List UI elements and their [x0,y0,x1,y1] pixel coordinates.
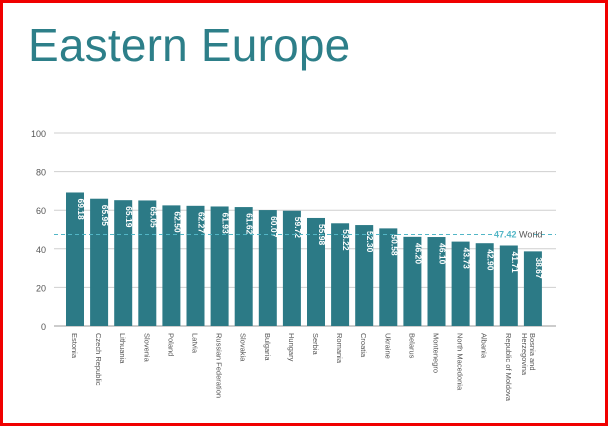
y-tick-label: 100 [31,129,46,139]
bar-value-label: 61.93 [221,212,231,234]
bar-value-label: 42.90 [486,249,496,271]
world-value-label: 47.42 [494,229,517,239]
bars: 69.18 65.95 65.19 65.05 62.50 62.27 61.93 61.62… [66,192,544,326]
bar [114,200,133,326]
x-tick-label: Russian Federation [215,333,224,398]
x-tick-label: Croatia [359,333,368,358]
x-tick-label: Czech Republic [94,333,103,386]
bar [186,205,205,326]
bar [475,243,494,326]
bar [258,210,277,326]
bar-value-label: 43.73 [462,248,472,270]
x-tick-label: Bulgaria [263,333,272,361]
bar-value-label: 46.10 [438,243,448,265]
world-reference: 47.42 World [54,229,556,239]
bar-value-label: 62.50 [172,211,182,233]
gridlines [54,132,556,327]
x-tick-label: Hungary [287,333,296,362]
bar-value-label: 41.71 [510,251,520,273]
x-tick-label: Poland [166,333,175,356]
y-tick-label: 80 [36,168,46,178]
x-tick-label: Serbia [311,333,320,356]
bar-value-label: 50.58 [389,234,399,256]
bar-value-label: 61.62 [245,213,255,235]
x-tick-label: Slovakia [239,333,248,362]
x-tick-label: Estonia [70,333,79,359]
x-tick-label: Romania [335,333,344,364]
bar-value-label: 59.72 [293,217,303,239]
x-axis-tick-labels: Estonia Czech Republic Lithuania Slovenia Po… [70,333,537,402]
y-tick-label: 60 [36,206,46,216]
x-tick-label: Ukraine [383,333,392,359]
bar-value-label: 60.07 [269,216,279,238]
x-tick-label: Belarus [407,333,416,359]
bar-value-label: 62.27 [197,212,207,234]
bar [234,207,253,326]
bar [427,237,446,326]
bar [355,225,374,326]
x-tick-label: Latvia [191,333,200,354]
x-tick-label: Albania [480,333,489,359]
bar-value-label: 65.05 [148,206,158,228]
bar [331,223,350,326]
world-label: World [519,229,542,239]
y-tick-label: 0 [41,322,46,332]
bar-value-label: 53.22 [341,229,351,251]
x-tick-label: Lithuania [118,333,127,364]
x-tick-label: Slovenia [142,333,151,363]
bar [210,206,229,326]
y-axis-tick-labels: 0 20 40 60 80 100 [31,129,46,332]
bar [451,241,470,326]
x-tick-label: Montenegro [432,333,441,373]
bar [66,192,84,326]
bar [162,205,181,326]
x-tick-label: Bosnia andHerzegovina [520,333,537,376]
bar [403,236,422,326]
bar [499,245,518,326]
bar [307,217,325,326]
y-tick-label: 40 [36,245,46,255]
bar [90,198,109,326]
bar [379,228,398,326]
bar [282,210,301,326]
bar-value-label: 65.95 [100,205,110,227]
bar [138,200,157,326]
bar-value-label: 38.67 [534,257,544,279]
bar [523,251,542,326]
bar-value-label: 65.19 [124,206,134,228]
chart-title: Eastern Europe [28,19,351,71]
x-tick-label: Republic of Moldova [504,333,513,402]
y-tick-label: 20 [36,283,46,293]
bar-value-label: 69.18 [76,198,86,220]
bar-value-label: 52.30 [365,231,375,253]
bar-value-label: 46.20 [413,243,423,265]
x-tick-label: North Macedonia [456,333,465,391]
